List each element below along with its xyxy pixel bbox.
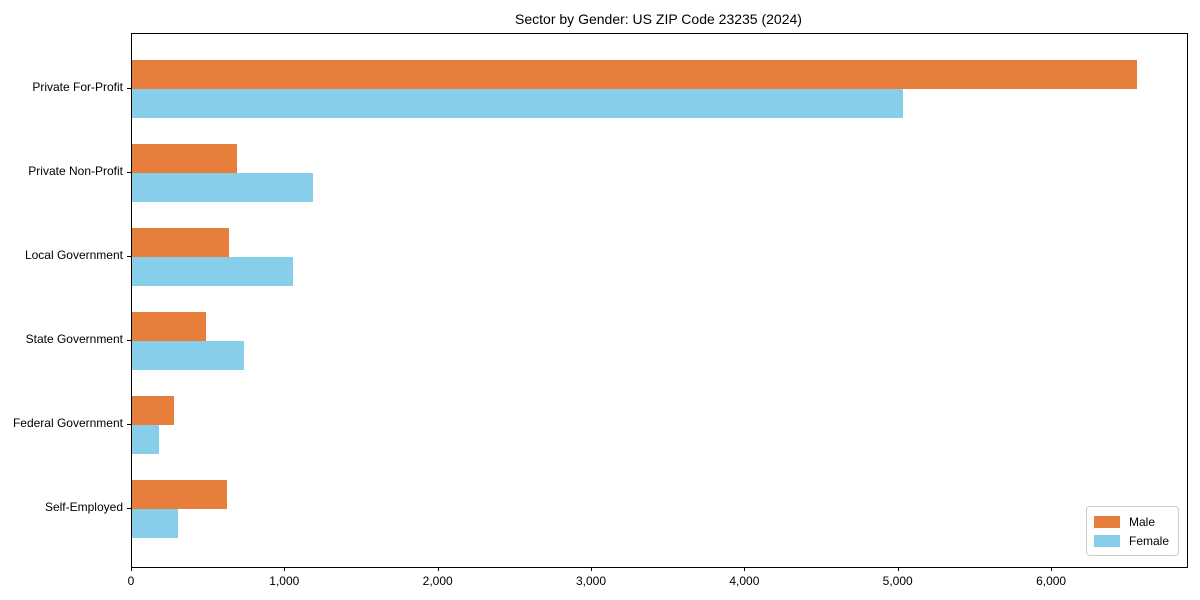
bar-female-federal-government: [132, 425, 159, 454]
bar-male-state-government: [132, 312, 206, 341]
x-tick-mark: [897, 567, 899, 571]
y-tick-mark: [127, 340, 131, 341]
bar-male-private-non-profit: [132, 144, 238, 173]
chart-title: Sector by Gender: US ZIP Code 23235 (202…: [515, 11, 802, 27]
x-tick-label-5000: 5,000: [882, 574, 913, 588]
bar-female-private-for-profit: [132, 89, 903, 118]
x-tick-mark: [744, 567, 746, 571]
x-tick-mark: [591, 567, 592, 571]
x-tick-mark: [437, 567, 439, 571]
bar-male-federal-government: [132, 396, 175, 425]
x-tick-label-6000: 6,000: [1036, 574, 1067, 588]
y-tick-label-private-for-profit: Private For-Profit: [32, 80, 123, 94]
bar-female-state-government: [132, 341, 244, 370]
y-tick-mark: [127, 88, 131, 89]
y-tick-mark: [127, 508, 131, 509]
bar-male-self-employed: [132, 480, 227, 509]
legend-label-male: Male: [1128, 514, 1155, 529]
x-tick-mark: [1051, 567, 1053, 571]
legend-label-female: Female: [1128, 533, 1169, 548]
x-tick-mark: [131, 567, 132, 571]
bar-female-local-government: [132, 257, 294, 286]
y-tick-mark: [127, 172, 131, 173]
bar-male-private-for-profit: [132, 60, 1137, 89]
legend-swatch-male: [1093, 515, 1120, 528]
bar-female-self-employed: [132, 509, 179, 538]
plot-area: Male Female: [131, 33, 1188, 568]
y-tick-label-private-non-profit: Private Non-Profit: [28, 164, 123, 178]
y-tick-label-federal-government: Federal Government: [12, 416, 123, 430]
legend-entry-male: Male: [1093, 512, 1169, 531]
x-tick-label-1000: 1,000: [269, 574, 300, 588]
x-tick-mark: [284, 567, 286, 571]
y-tick-mark: [127, 256, 131, 257]
y-tick-label-self-employed: Self-Employed: [44, 500, 123, 514]
bar-male-local-government: [132, 228, 230, 257]
bar-female-private-non-profit: [132, 173, 313, 202]
legend: Male Female: [1085, 506, 1179, 556]
x-tick-label-0: 0: [127, 574, 135, 588]
x-tick-label-4000: 4,000: [729, 574, 760, 588]
x-tick-label-2000: 2,000: [422, 574, 453, 588]
x-tick-label-3000: 3,000: [575, 574, 607, 588]
legend-entry-female: Female: [1093, 531, 1169, 550]
y-tick-label-state-government: State Government: [25, 332, 123, 346]
legend-swatch-female: [1093, 534, 1120, 547]
y-tick-mark: [127, 424, 131, 425]
y-tick-label-local-government: Local Government: [24, 248, 123, 262]
